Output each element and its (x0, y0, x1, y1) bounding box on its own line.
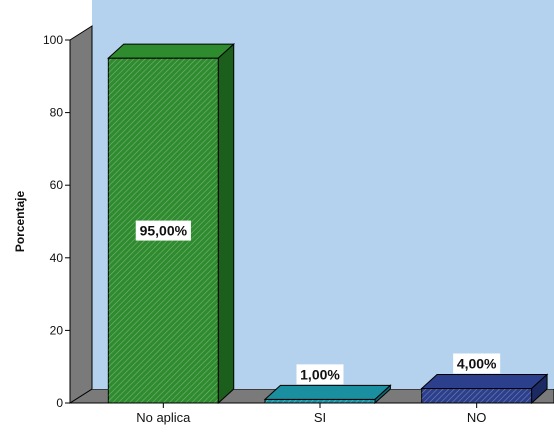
x-category-label: NO (467, 410, 487, 425)
x-axis-labels: No aplica SI NO (136, 403, 486, 425)
bar-top (263, 384, 392, 400)
data-label: 95,00% (140, 223, 188, 239)
bar-side (374, 384, 391, 405)
y-tick-label: 80 (50, 106, 64, 120)
y-tick-label: 60 (50, 178, 64, 192)
y-tick-label: 0 (56, 396, 63, 410)
plot-side-wall (69, 25, 93, 404)
bar-hatch (265, 399, 375, 403)
data-label: 4,00% (457, 355, 497, 371)
bar-top (107, 43, 236, 59)
y-tick-label: 40 (50, 251, 64, 265)
y-tick-label: 100 (43, 33, 63, 47)
y-tick-label: 20 (50, 323, 64, 337)
bar-no: 4,00% (420, 353, 549, 405)
bar-si: 1,00% (263, 364, 392, 405)
data-label: 1,00% (300, 366, 340, 382)
bar-side (531, 373, 548, 405)
data-label-bg (453, 353, 501, 374)
data-label-bg (135, 220, 191, 241)
bar-hatch (421, 388, 532, 403)
y-axis: 0 20 40 60 80 100 (43, 33, 70, 410)
y-axis-title: Porcentaje (13, 190, 27, 252)
bar-side (217, 43, 235, 405)
bars-group: 95,00% 1,00% 4,00% (107, 43, 549, 405)
x-category-label: No aplica (136, 410, 191, 425)
x-category-label: SI (314, 410, 326, 425)
bar-top (420, 373, 549, 389)
bar-no-aplica: 95,00% (107, 43, 236, 405)
data-label-bg (296, 364, 344, 385)
